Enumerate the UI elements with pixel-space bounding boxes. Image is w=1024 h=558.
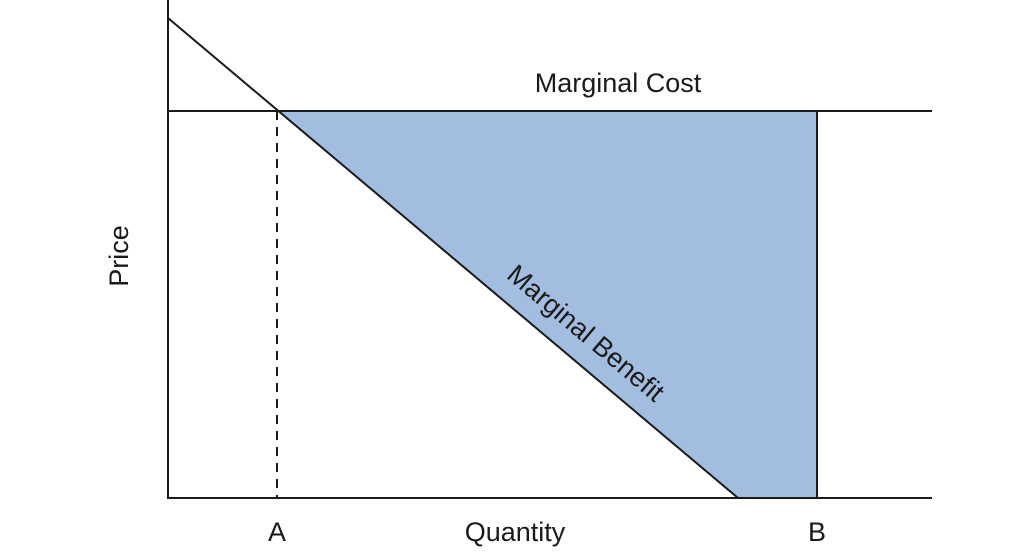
x-axis-label: Quantity bbox=[465, 517, 566, 547]
shaded-area bbox=[277, 111, 817, 498]
marginal-benefit-line bbox=[167, 17, 739, 499]
point-b-label: B bbox=[808, 517, 826, 547]
point-a-label: A bbox=[268, 517, 286, 547]
marginal-cost-label: Marginal Cost bbox=[535, 68, 702, 98]
y-axis-label: Price bbox=[104, 225, 134, 287]
